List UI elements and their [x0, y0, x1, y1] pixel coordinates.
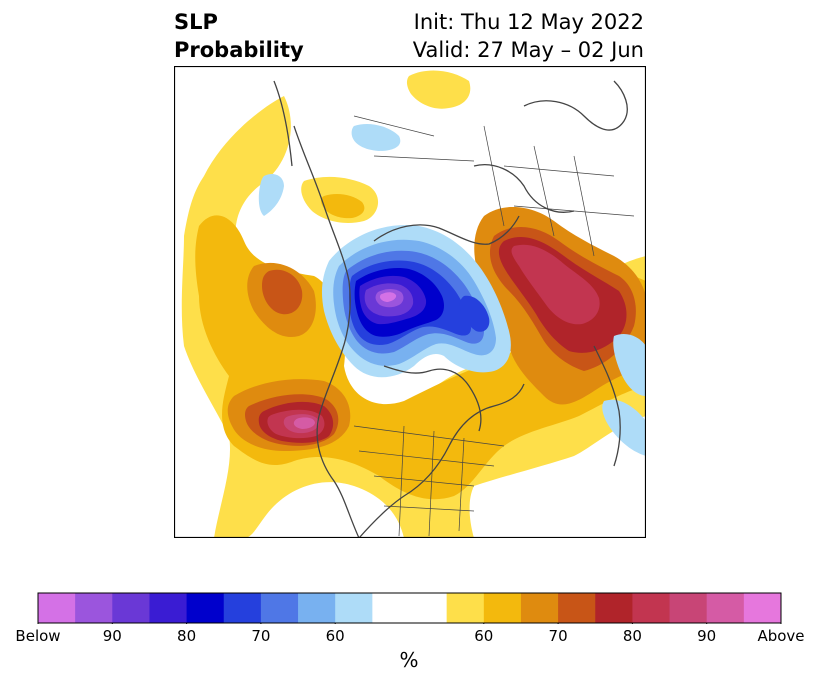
- political-boundaries: [353, 115, 635, 537]
- colorbar-segment: [409, 593, 448, 623]
- colorbar-segment: [38, 593, 76, 623]
- colorbar-segment: [186, 593, 225, 623]
- colorbar-frame: [37, 592, 782, 624]
- init-date: Init: Thu 12 May 2022: [413, 10, 644, 34]
- colorbar-segment: [520, 593, 559, 623]
- colorbar-segment: [743, 593, 782, 623]
- colorbar: [37, 592, 782, 624]
- colorbar-segment: [558, 593, 596, 623]
- colorbar-segment: [706, 593, 745, 623]
- colorbar-tick-label: 80: [622, 627, 642, 645]
- above-normal-region-north-orange: [321, 194, 365, 219]
- colorbar-segment: [298, 593, 336, 623]
- colorbar-tick-label: 60: [325, 627, 345, 645]
- below-normal-region-lilac: [380, 292, 397, 302]
- above-normal-region-north: [301, 70, 471, 223]
- colorbar-segment: [669, 593, 708, 623]
- valid-period: Valid: 27 May – 02 Jun: [412, 38, 644, 62]
- colorbar-segment: [446, 593, 485, 623]
- colorbar-segment: [75, 593, 113, 623]
- coastlines: [273, 80, 628, 538]
- colorbar-tick-label: Above: [757, 627, 805, 645]
- colorbar-segment: [595, 593, 633, 623]
- colorbar-tick-label: 60: [474, 627, 494, 645]
- title-variable: SLP: [174, 10, 218, 34]
- title-product: Probability: [174, 38, 304, 62]
- colorbar-segment: [260, 593, 299, 623]
- forecast-dates: Init: Thu 12 May 2022 Valid: 27 May – 02…: [413, 8, 644, 64]
- colorbar-segment: [149, 593, 188, 623]
- colorbar-segment: [372, 593, 410, 623]
- colorbar-tick-label: 80: [177, 627, 197, 645]
- colorbar-tick-label: Below: [15, 627, 61, 645]
- colorbar-segment: [112, 593, 150, 623]
- colorbar-segment: [483, 593, 522, 623]
- colorbar-tick-label: 90: [102, 627, 122, 645]
- map-frame: [174, 66, 646, 538]
- colorbar-segment: [335, 593, 373, 623]
- colorbar-segment: [223, 593, 262, 623]
- colorbar-tick-label: 70: [251, 627, 271, 645]
- above-normal-region-magenta: [293, 417, 315, 429]
- below-normal-region-ne: [459, 295, 490, 332]
- colorbar-tick-label: 70: [548, 627, 568, 645]
- colorbar-unit-label: %: [399, 648, 419, 672]
- colorbar-segment: [632, 593, 671, 623]
- probability-map: [174, 66, 646, 538]
- colorbar-tick-label: 90: [697, 627, 717, 645]
- map-title: SLP Probability: [174, 8, 304, 64]
